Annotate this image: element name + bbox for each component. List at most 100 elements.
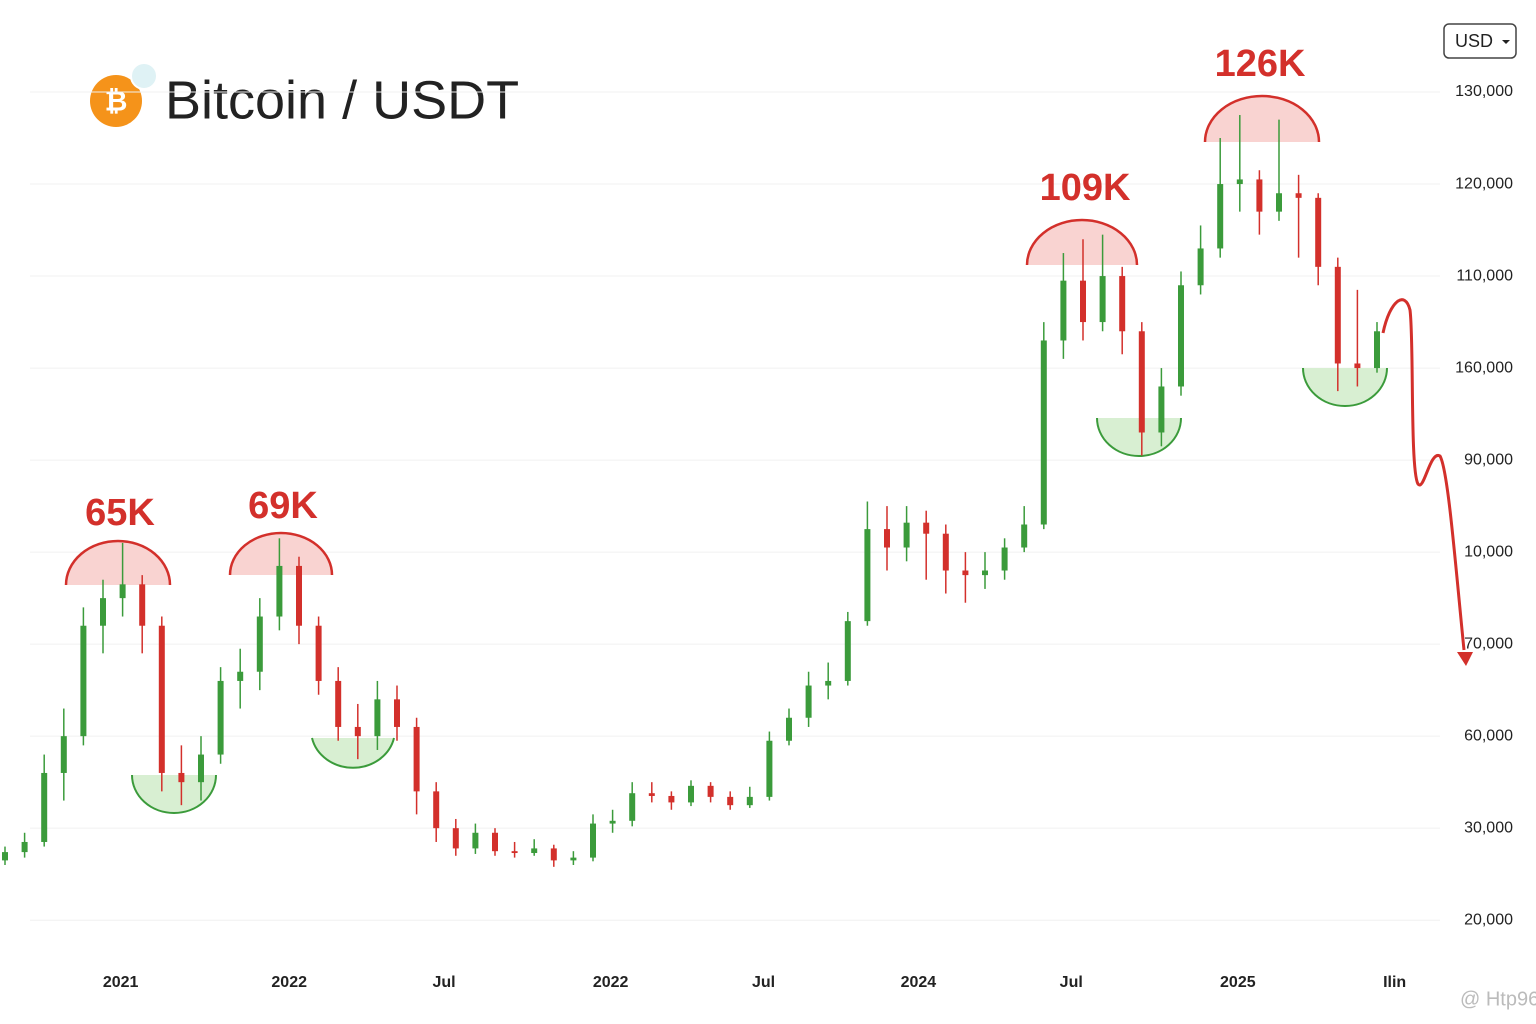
candle-body — [1354, 363, 1361, 369]
candle-body — [256, 616, 263, 672]
candle-body — [1178, 285, 1184, 387]
candle-body — [1080, 280, 1086, 323]
candle-body — [119, 584, 126, 599]
candle-body — [825, 680, 832, 686]
candle-body — [452, 828, 459, 849]
x-tick-label: Jul — [752, 974, 775, 991]
candle-body — [21, 841, 28, 853]
candle-body — [609, 820, 616, 824]
x-tick-label: 2025 — [1220, 974, 1256, 991]
candle-body — [492, 832, 498, 852]
trough-fill — [312, 738, 394, 768]
candle-body — [1040, 340, 1047, 525]
candle-body — [629, 793, 636, 821]
candle-body — [1374, 331, 1380, 369]
candle-body — [1236, 179, 1243, 185]
candle-body — [276, 565, 283, 617]
watermark: @ Htp96 — [1460, 988, 1536, 1010]
x-tick-label: 2024 — [901, 974, 937, 991]
x-tick-label: 2021 — [103, 974, 139, 991]
candle-body — [1217, 184, 1224, 249]
annotation: 126K — [1215, 43, 1306, 85]
coin-badge — [130, 62, 158, 90]
y-tick-label: 30,000 — [1464, 819, 1513, 836]
y-tick-label: 70,000 — [1464, 635, 1513, 652]
candle-body — [100, 598, 106, 626]
candle-body — [217, 680, 224, 755]
trough-arc — [1302, 367, 1388, 407]
peak-arc — [228, 531, 334, 576]
candle-body — [707, 785, 714, 797]
trough-arc — [1096, 417, 1182, 457]
trough-arc — [311, 737, 395, 769]
candle-body — [1119, 276, 1126, 332]
y-tick-label: 20,000 — [1464, 911, 1513, 928]
candle-body — [1276, 193, 1282, 212]
peak-arc — [1203, 94, 1321, 143]
currency-button[interactable]: USD — [1443, 23, 1517, 59]
candle-body — [296, 565, 302, 626]
candle-body — [413, 726, 420, 792]
candle-body — [688, 785, 694, 803]
trough-fill — [1303, 368, 1387, 406]
candle-body — [1138, 331, 1145, 433]
candle-body — [472, 832, 479, 849]
candle-body — [1021, 524, 1028, 548]
candle-body — [962, 570, 969, 576]
candle-body — [982, 570, 988, 576]
candle-body — [315, 625, 322, 681]
candle-body — [864, 529, 871, 622]
y-tick-label: 60,000 — [1464, 727, 1513, 744]
candle-body — [237, 671, 244, 681]
candle-body — [746, 796, 753, 806]
y-tick-label: 90,000 — [1464, 451, 1513, 468]
candle-body — [531, 848, 538, 854]
candle-body — [942, 533, 949, 571]
candle-body — [1315, 197, 1322, 267]
caret[interactable] — [1502, 40, 1510, 44]
candle-body — [570, 857, 577, 861]
coin-icon — [90, 75, 142, 127]
button-frame[interactable] — [1443, 23, 1517, 59]
candle-body — [903, 522, 910, 548]
y-tick-label: 120,000 — [1455, 175, 1513, 192]
trough-arc — [131, 774, 217, 814]
candle-body — [158, 625, 165, 773]
candle-body — [80, 625, 87, 737]
candle-body — [766, 740, 773, 797]
annotation: 65K — [85, 492, 155, 534]
candle-body — [394, 699, 400, 727]
candle-body — [844, 621, 851, 681]
candle-body — [511, 851, 518, 854]
candle-body — [354, 726, 361, 737]
candle-body — [786, 717, 792, 741]
candle-body — [805, 685, 812, 718]
x-tick-label: Jul — [432, 974, 455, 991]
candle-body — [1060, 280, 1067, 341]
candle-body — [1334, 266, 1341, 364]
candle-body — [2, 852, 8, 861]
candle-body — [668, 795, 675, 803]
candle-body — [60, 736, 67, 773]
candle-body — [727, 796, 734, 806]
candle-body — [374, 699, 381, 737]
x-tick-label: Ilin — [1383, 974, 1406, 991]
y-tick-label: 160,000 — [1455, 359, 1513, 376]
candle-body — [1099, 276, 1106, 323]
peak-fill — [1027, 220, 1137, 265]
candle-body — [198, 754, 204, 783]
peak-fill — [66, 541, 170, 585]
peak-arc — [1025, 218, 1139, 266]
candle-body — [1197, 248, 1204, 286]
currency-label[interactable]: USD — [1455, 31, 1493, 51]
candle-body — [590, 823, 596, 858]
chart-title: Bitcoin / USDT — [165, 70, 519, 130]
x-tick-label: 2022 — [593, 974, 629, 991]
x-tick-label: 2022 — [271, 974, 307, 991]
candle-body — [433, 791, 440, 829]
candle-body — [1295, 193, 1302, 198]
peak-fill — [1205, 96, 1319, 142]
peak-arc — [64, 539, 172, 586]
peak-fill — [230, 533, 332, 575]
